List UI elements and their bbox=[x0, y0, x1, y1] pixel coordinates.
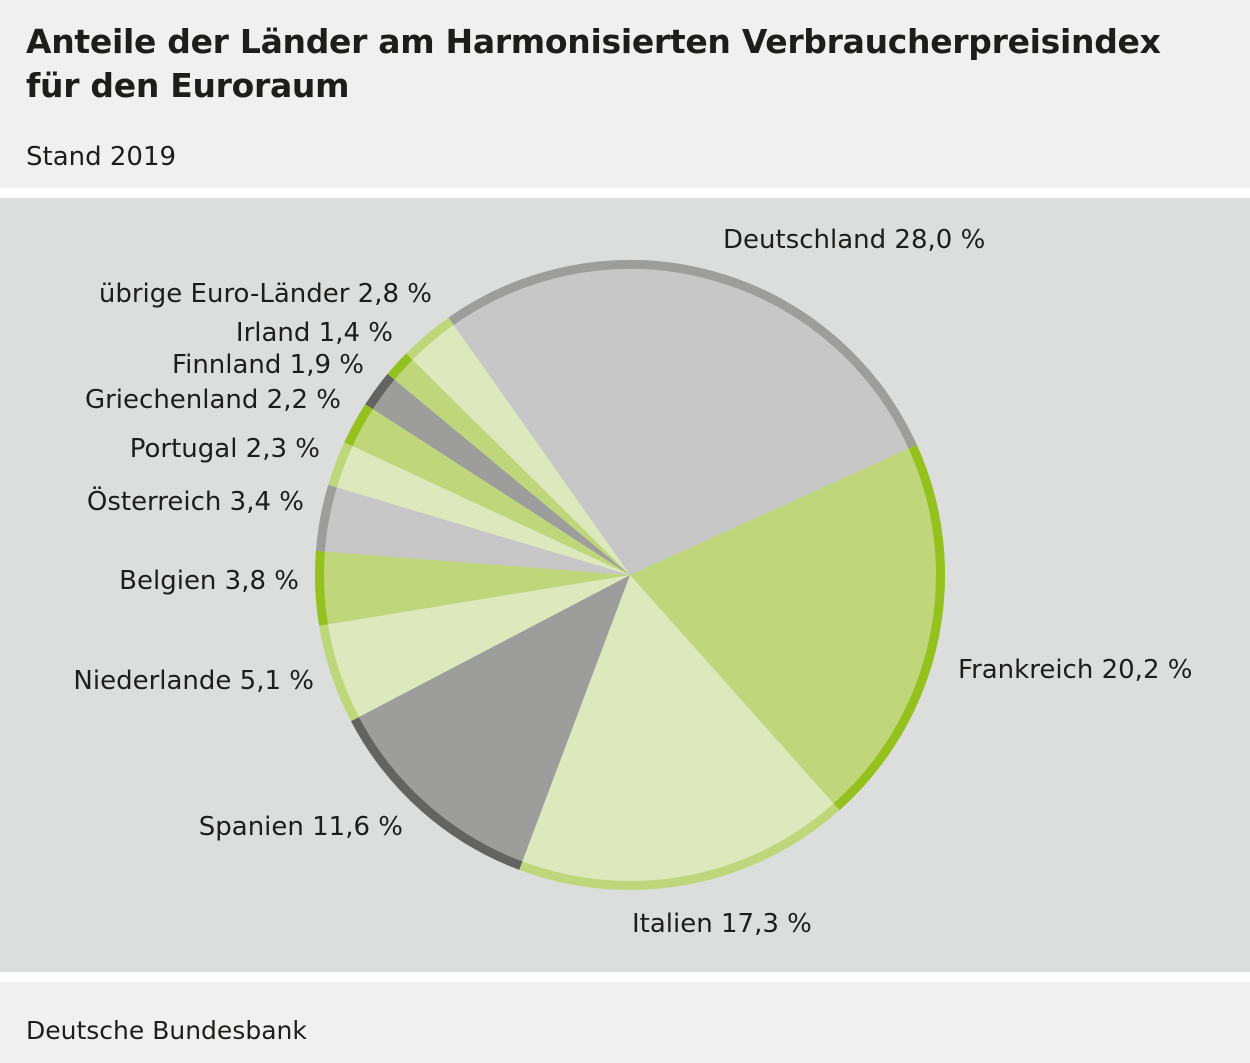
pie-slice-11 bbox=[406, 317, 630, 575]
pie-slice-rim-11 bbox=[406, 317, 454, 360]
pie-slice-0 bbox=[448, 260, 917, 575]
footer bbox=[0, 982, 1250, 1063]
label-italien: Italien 17,3 % bbox=[632, 909, 812, 939]
label-belgien: Belgien 3,8 % bbox=[119, 566, 299, 596]
label-griechenland: Griechenland 2,2 % bbox=[84, 385, 341, 415]
pie-slice-7 bbox=[328, 442, 630, 575]
label-deutschland: Deutschland 28,0 % bbox=[723, 225, 986, 255]
pie-slice-rim-4 bbox=[319, 624, 359, 722]
pie-slice-rim-9 bbox=[365, 373, 395, 410]
pie-slice-4 bbox=[319, 575, 630, 722]
pie-slice-rim-7 bbox=[328, 442, 353, 488]
pie-slice-rim-1 bbox=[833, 444, 945, 811]
pie-slice-3 bbox=[350, 575, 630, 870]
pie-slice-rim-6 bbox=[315, 484, 337, 552]
pie-slice-rim-0 bbox=[448, 260, 917, 449]
source-note: Deutsche Bundesbank bbox=[26, 1016, 307, 1045]
chart-title-line2: für den Euroraum bbox=[26, 66, 350, 105]
header: Anteile der Länder am Harmonisierten Ver… bbox=[0, 0, 1250, 188]
label-spanien: Spanien 11,6 % bbox=[198, 812, 403, 842]
pie-slice-rim-3 bbox=[350, 716, 523, 870]
label-niederlande: Niederlande 5,1 % bbox=[73, 666, 314, 696]
chart-subtitle: Stand 2019 bbox=[26, 142, 177, 172]
pie-slice-1 bbox=[630, 444, 946, 811]
pie-slice-6 bbox=[315, 484, 630, 575]
pie-slice-rim-2 bbox=[519, 803, 840, 890]
pie-slice-10 bbox=[387, 353, 630, 575]
pie-slice-rim-5 bbox=[315, 550, 329, 626]
label-finnland: Finnland 1,9 % bbox=[172, 350, 364, 380]
pie-slice-8 bbox=[344, 404, 630, 575]
pie-slice-5 bbox=[315, 550, 630, 626]
label-portugal: Portugal 2,3 % bbox=[129, 434, 320, 464]
pie-slice-9 bbox=[365, 373, 630, 575]
chart-title: Anteile der Länder am Harmonisierten Ver… bbox=[26, 20, 1161, 108]
chart-panel: Deutschland 28,0 % Frankreich 20,2 % Ita… bbox=[0, 198, 1250, 972]
pie-slice-rim-8 bbox=[344, 404, 373, 447]
pie-slice-2 bbox=[519, 575, 840, 890]
label-uebrige: übrige Euro-Länder 2,8 % bbox=[98, 279, 432, 309]
chart-title-line1: Anteile der Länder am Harmonisierten Ver… bbox=[26, 22, 1161, 61]
pie-chart bbox=[315, 260, 946, 890]
label-oesterreich: Österreich 3,4 % bbox=[86, 487, 304, 517]
label-irland: Irland 1,4 % bbox=[235, 318, 393, 348]
pie-slice-rim-10 bbox=[387, 353, 413, 380]
label-frankreich: Frankreich 20,2 % bbox=[958, 655, 1193, 685]
